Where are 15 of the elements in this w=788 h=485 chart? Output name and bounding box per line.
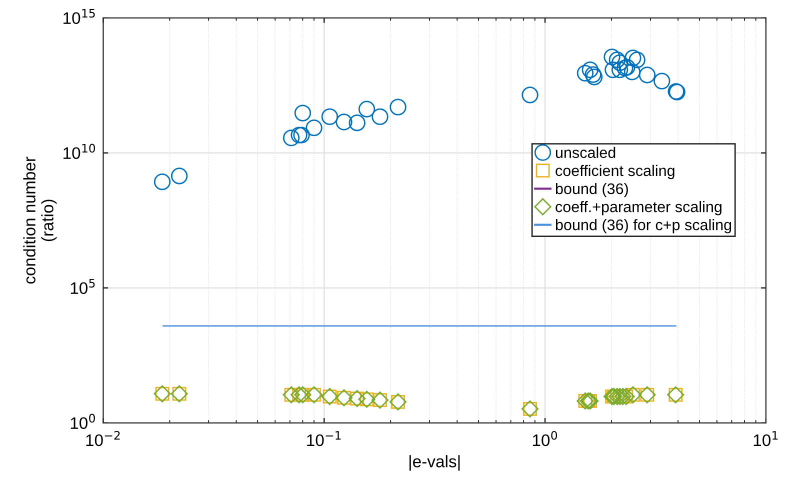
x-tick-label: 10$^{−2}$ — [86, 430, 120, 446]
legend-label: unscaled — [556, 146, 616, 158]
y-tick-label: 10$^{10}$ — [64, 144, 96, 160]
legend-label: coeff.+parameter scaling — [556, 201, 722, 216]
y-tick-label: 10$^{0}$ — [70, 414, 95, 429]
y-tick-label: 10$^{15}$ — [64, 8, 95, 24]
y-axis-title: condition number (ratio) — [23, 156, 57, 284]
x-tick-label: 10$^{−1}$ — [307, 431, 341, 446]
x-tick-label: 10$^{1}$ — [754, 431, 778, 446]
legend-label: coefficient scaling — [556, 164, 674, 180]
y-tick-label: 10$^{5}$ — [70, 278, 95, 294]
x-axis-title: |e-vals| — [410, 455, 460, 471]
x-tick-label: 10$^{0}$ — [532, 430, 558, 446]
legend-label: bound (36) — [556, 182, 628, 198]
legend-label: bound (36) for c+p scaling — [556, 219, 732, 234]
